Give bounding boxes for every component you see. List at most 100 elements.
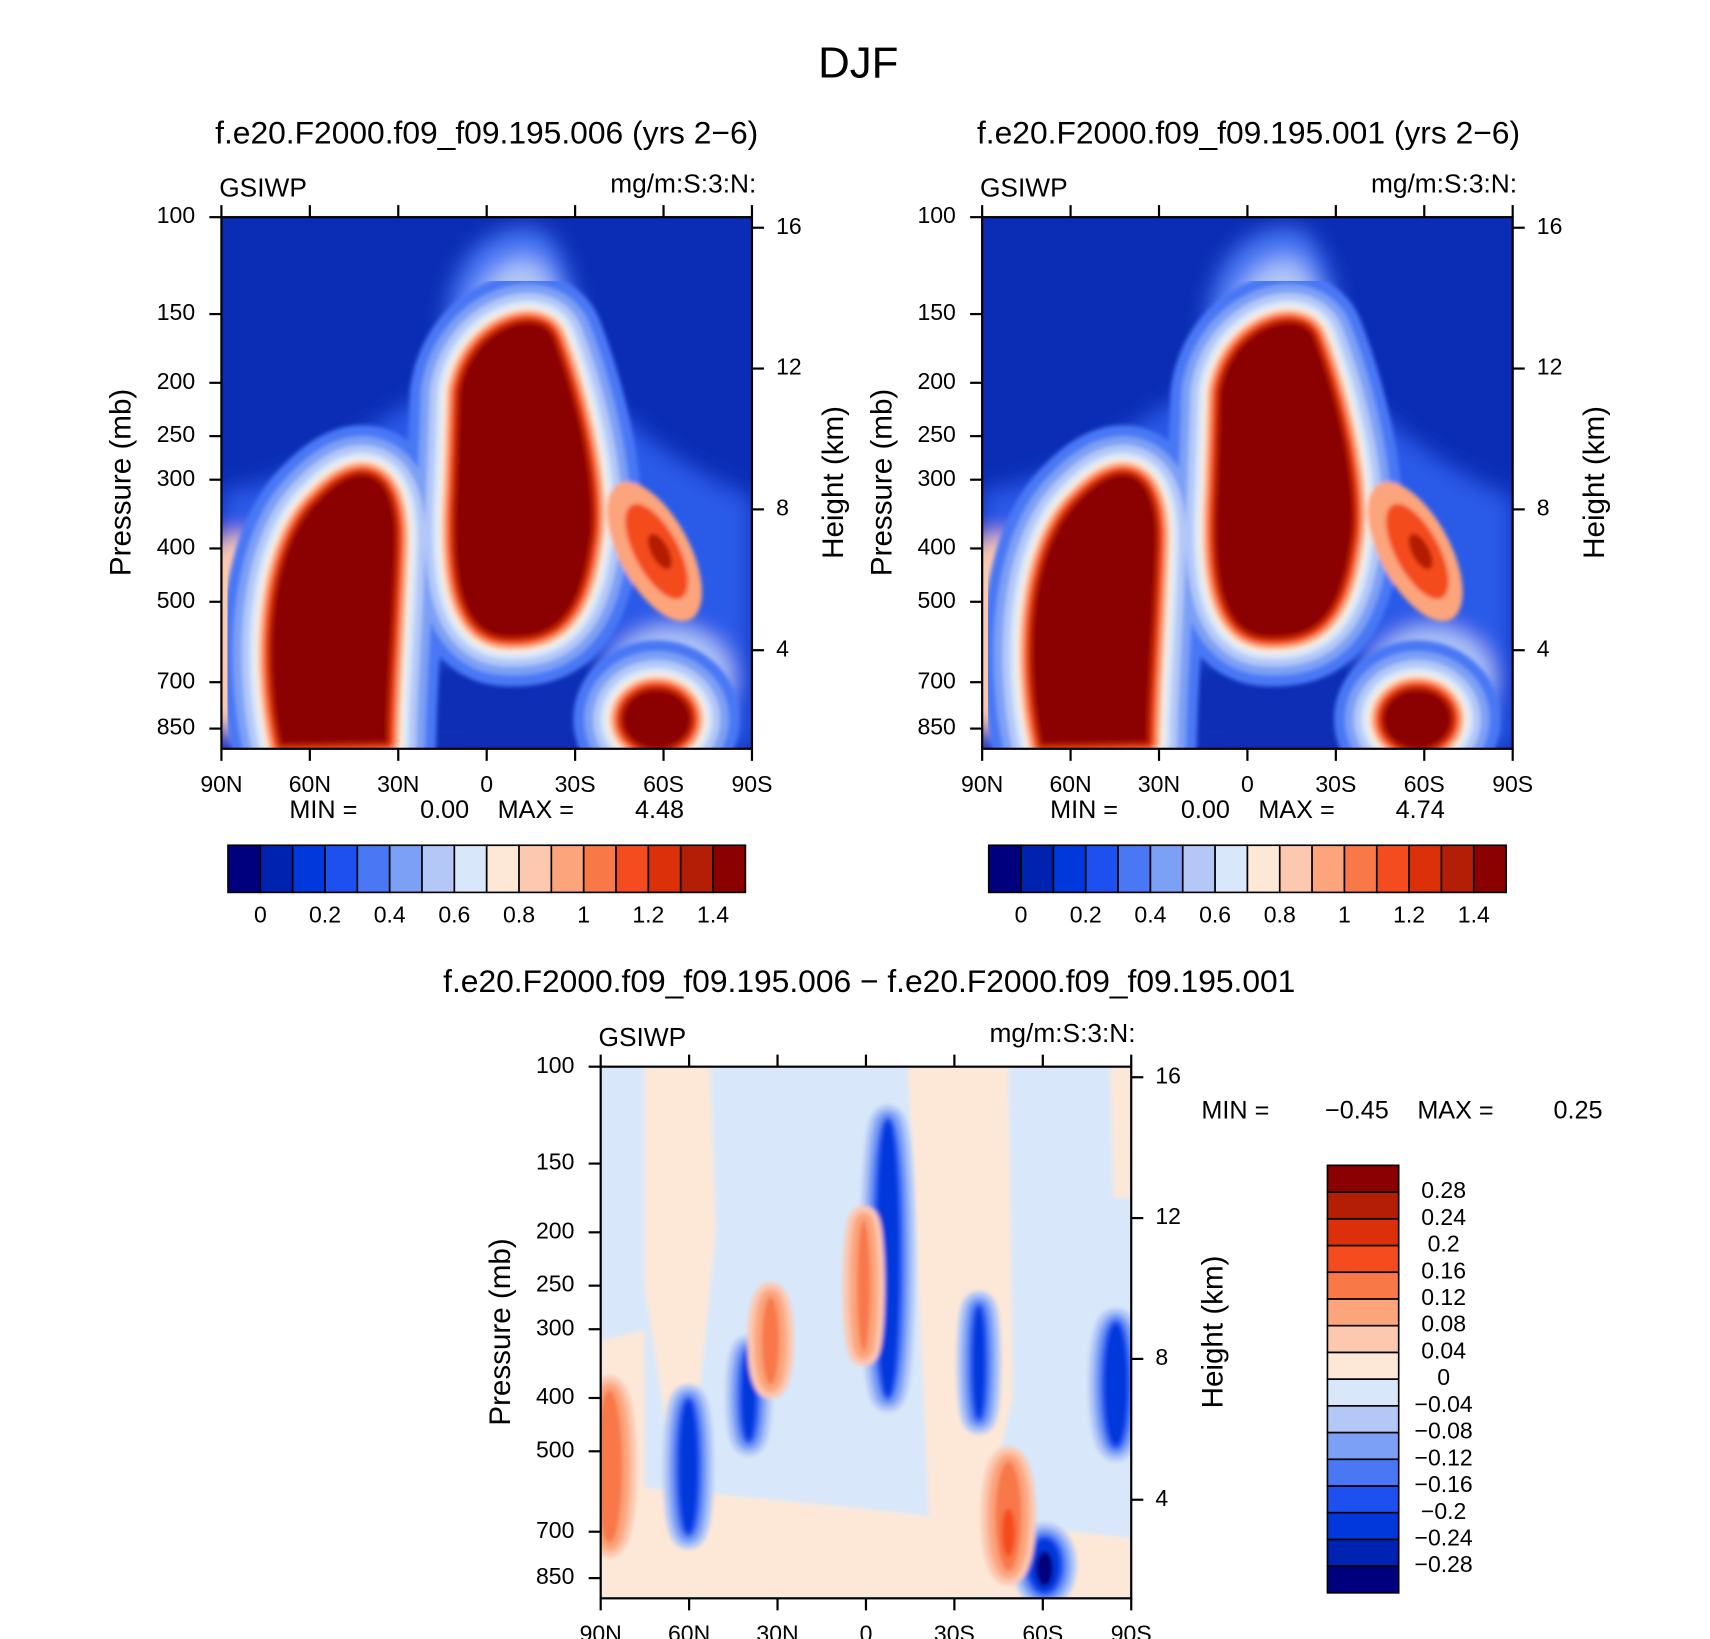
y-tick-label: 850	[536, 1563, 574, 1589]
x-tick-label: 30S	[555, 771, 596, 797]
y2-tick-label: 16	[776, 213, 802, 239]
colorbar-box	[1326, 1298, 1400, 1327]
colorbar-box	[1326, 1217, 1400, 1247]
colorbar-box	[1214, 844, 1249, 894]
x-tick-label: 90N	[961, 771, 1003, 797]
max-value: 4.48	[635, 796, 684, 824]
x-tick-label: 30S	[934, 1621, 975, 1639]
y2-tick-label: 8	[776, 494, 789, 520]
x-tick-label: 60N	[289, 771, 331, 797]
colorbar-label: 0.6	[1199, 902, 1231, 928]
y2-tick-label: 16	[1155, 1062, 1181, 1088]
max-value: 0.25	[1554, 1096, 1603, 1124]
colorbar-box	[1326, 1485, 1400, 1514]
colorbar-box	[1117, 844, 1152, 894]
y-tick-label: 850	[917, 714, 955, 740]
colorbar-label: 0.6	[438, 902, 470, 928]
x-tick-label: 30N	[1138, 771, 1180, 797]
colorbar-box	[1375, 844, 1410, 894]
colorbar-label: 0.4	[1134, 902, 1166, 928]
colorbar-box	[1149, 844, 1184, 894]
y-tick-label: 400	[536, 1383, 574, 1409]
x-tick-label: 60S	[1022, 1621, 1063, 1639]
colorbar-label: 1.2	[632, 902, 664, 928]
y2-tick-label: 12	[1537, 354, 1563, 380]
right-string: mg/m:S:3:N:	[610, 168, 756, 198]
y2-tick-label: 4	[1155, 1485, 1168, 1511]
colorbar-label: 0.28	[1421, 1177, 1466, 1203]
colorbar-label: 0.24	[1421, 1204, 1466, 1230]
min-label: MIN =	[289, 796, 357, 824]
colorbar-box	[421, 844, 456, 894]
max-label: MAX =	[1258, 796, 1334, 824]
x-tick-label: 30N	[377, 771, 419, 797]
colorbar-box	[712, 844, 747, 894]
y-tick-label: 200	[157, 368, 195, 394]
x-tick-label: 90S	[731, 771, 772, 797]
x-tick-label: 30N	[756, 1621, 798, 1639]
y-tick-label: 100	[157, 202, 195, 228]
colorbar-box	[1326, 1271, 1400, 1300]
y2-axis-label: Height (km)	[1578, 406, 1611, 559]
colorbar-box	[1343, 844, 1378, 894]
colorbar-label: 0	[254, 902, 267, 928]
y-tick-label: 200	[536, 1217, 574, 1243]
colorbar-box	[1052, 844, 1087, 894]
min-value: 0.00	[420, 796, 469, 824]
y-axis-label: Pressure (mb)	[484, 1238, 517, 1425]
colorbar-label: 0.04	[1421, 1337, 1466, 1363]
colorbar-label: 1.2	[1393, 902, 1425, 928]
colorbar-box	[1084, 844, 1119, 894]
y2-tick-label: 12	[776, 354, 802, 380]
right-string: mg/m:S:3:N:	[989, 1018, 1135, 1048]
y2-axis-label: Height (km)	[817, 406, 850, 559]
y-tick-label: 700	[157, 667, 195, 693]
colorbar-box	[647, 844, 682, 894]
x-tick-label: 0	[480, 771, 493, 797]
min-label: MIN =	[1050, 796, 1118, 824]
colorbar-box	[1326, 1511, 1400, 1541]
colorbar-box	[388, 844, 423, 894]
y2-tick-label: 8	[1537, 494, 1550, 520]
left-string: GSIWP	[219, 173, 307, 203]
colorbar-label: 0.2	[1070, 902, 1102, 928]
colorbar-label: −0.24	[1415, 1524, 1473, 1550]
x-tick-label: 90S	[1492, 771, 1533, 797]
y-tick-label: 300	[536, 1314, 574, 1340]
colorbar-box	[1326, 1164, 1400, 1193]
colorbar-label: −0.12	[1415, 1444, 1473, 1470]
colorbar-box	[518, 844, 553, 894]
y2-tick-label: 16	[1537, 213, 1563, 239]
x-tick-label: 60S	[1404, 771, 1445, 797]
x-tick-label: 90N	[580, 1621, 622, 1639]
colorbar-box	[227, 844, 262, 894]
y-tick-label: 150	[536, 1149, 574, 1175]
colorbar-box	[1181, 844, 1216, 894]
colorbar-box	[1408, 844, 1443, 894]
colorbar-label: 1.4	[697, 902, 729, 928]
y-tick-label: 150	[917, 299, 955, 325]
colorbar-box	[1326, 1191, 1400, 1220]
y-tick-label: 100	[536, 1052, 574, 1078]
colorbar-box	[615, 844, 650, 894]
y-tick-label: 150	[157, 299, 195, 325]
y-tick-label: 250	[536, 1271, 574, 1297]
contour-field	[596, 1067, 1131, 1599]
colorbar-box	[550, 844, 585, 894]
colorbar-label: 0.4	[374, 902, 406, 928]
colorbar-box	[1326, 1404, 1400, 1434]
contour-field	[178, 217, 752, 749]
colorbar-label: 0	[1437, 1364, 1450, 1390]
y-tick-label: 500	[917, 587, 955, 613]
right-string: mg/m:S:3:N:	[1371, 168, 1517, 198]
colorbar-box	[485, 844, 520, 894]
y-tick-label: 300	[917, 465, 955, 491]
y-tick-label: 700	[536, 1517, 574, 1543]
colorbar-label: 1	[577, 902, 590, 928]
y-axis-label: Pressure (mb)	[865, 389, 898, 576]
y-tick-label: 250	[917, 421, 955, 447]
x-tick-label: 60N	[668, 1621, 710, 1639]
x-tick-label: 60N	[1049, 771, 1091, 797]
colorbar-label: −0.28	[1415, 1551, 1473, 1577]
colorbar-box	[1326, 1458, 1400, 1487]
